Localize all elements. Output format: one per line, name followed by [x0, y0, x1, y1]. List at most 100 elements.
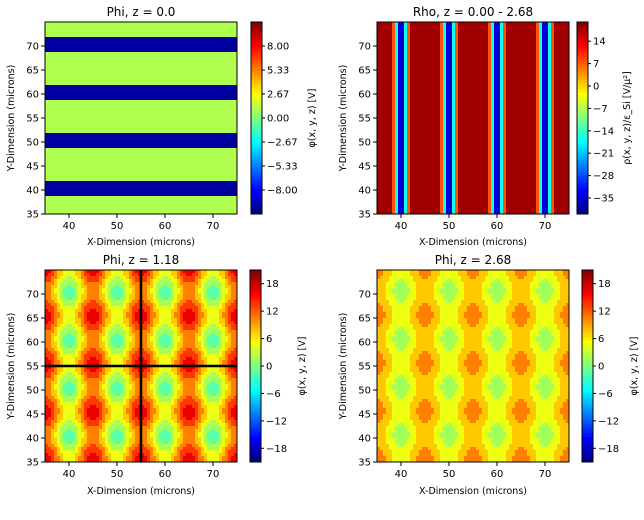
heatmap-cell: [150, 25, 154, 29]
heatmap-cell: [48, 169, 52, 173]
colorbar-segment: [251, 127, 262, 132]
heatmap-cell: [54, 34, 58, 38]
heatmap-cell: [219, 58, 223, 62]
heatmap-cell: [231, 37, 235, 41]
heatmap-cell: [410, 88, 414, 92]
heatmap-cell: [404, 133, 408, 137]
heatmap-cell: [117, 154, 121, 158]
heatmap-cell: [54, 58, 58, 62]
heatmap-cell: [377, 187, 381, 191]
heatmap-cell: [228, 115, 232, 119]
heatmap-cell: [45, 61, 49, 65]
heatmap-cell: [144, 79, 148, 83]
heatmap-cell: [54, 115, 58, 119]
heatmap-cell: [386, 64, 390, 68]
heatmap-cell: [120, 163, 124, 167]
heatmap-cell: [207, 166, 211, 170]
heatmap-cell: [129, 118, 133, 122]
heatmap-cell: [204, 88, 208, 92]
heatmap-cell: [401, 211, 405, 215]
heatmap-cell: [177, 166, 181, 170]
heatmap-cell: [141, 196, 145, 200]
heatmap-cell: [75, 94, 79, 98]
heatmap-cell: [54, 43, 58, 47]
heatmap-cell: [201, 163, 205, 167]
heatmap-cell: [75, 67, 79, 71]
heatmap-cell: [138, 115, 142, 119]
heatmap-cell: [222, 25, 226, 29]
heatmap-cell: [225, 127, 229, 131]
heatmap-cell: [60, 112, 64, 116]
heatmap-cell: [114, 154, 118, 158]
heatmap-cell: [84, 28, 88, 32]
heatmap-cell: [219, 109, 223, 113]
heatmap-cell: [114, 25, 118, 29]
heatmap-cell: [135, 181, 139, 185]
heatmap-cell: [389, 58, 393, 62]
heatmap-cell: [123, 91, 127, 95]
heatmap-cell: [392, 58, 396, 62]
heatmap-cell: [90, 34, 94, 38]
heatmap-cell: [389, 169, 393, 173]
heatmap-cell: [180, 136, 184, 140]
heatmap-cell: [90, 145, 94, 149]
heatmap-cell: [225, 154, 229, 158]
colorbar-segment: [251, 95, 262, 100]
heatmap-cell: [183, 154, 187, 158]
heatmap-cell: [129, 28, 133, 32]
heatmap-cell: [213, 196, 217, 200]
heatmap-cell: [398, 52, 402, 56]
heatmap-cell: [72, 49, 76, 53]
heatmap-cell: [162, 154, 166, 158]
heatmap-cell: [189, 58, 193, 62]
heatmap-cell: [389, 187, 393, 191]
heatmap-cell: [108, 67, 112, 71]
heatmap-cell: [87, 121, 91, 125]
heatmap-cell: [147, 145, 151, 149]
heatmap-cell: [180, 67, 184, 71]
heatmap-cell: [404, 43, 408, 47]
heatmap-cell: [174, 172, 178, 176]
heatmap-cell: [389, 82, 393, 86]
heatmap-cell: [204, 190, 208, 194]
heatmap-cell: [192, 142, 196, 146]
heatmap-cell: [108, 55, 112, 59]
heatmap-cell: [234, 193, 238, 197]
heatmap-cell: [105, 136, 109, 140]
heatmap-cell: [234, 49, 238, 53]
heatmap-cell: [66, 130, 70, 134]
heatmap-cell: [228, 181, 232, 185]
heatmap-cell: [392, 67, 396, 71]
heatmap-cell: [141, 133, 145, 137]
heatmap-cell: [114, 157, 118, 161]
heatmap-cell: [401, 169, 405, 173]
heatmap-cell: [395, 22, 399, 26]
heatmap-cell: [189, 169, 193, 173]
heatmap-cell: [195, 208, 199, 212]
heatmap-cell: [174, 109, 178, 113]
heatmap-cell: [195, 175, 199, 179]
heatmap-cell: [222, 151, 226, 155]
heatmap-cell: [228, 100, 232, 104]
heatmap-cell: [380, 85, 384, 89]
heatmap-cell: [222, 22, 226, 26]
heatmap-cell: [84, 199, 88, 203]
heatmap-cell: [207, 40, 211, 44]
heatmap-cell: [174, 142, 178, 146]
heatmap-cell: [380, 88, 384, 92]
heatmap-cell: [395, 175, 399, 179]
heatmap-cell: [63, 31, 67, 35]
heatmap-cell: [141, 31, 145, 35]
heatmap-cell: [117, 67, 121, 71]
heatmap-cell: [189, 148, 193, 152]
heatmap-cell: [231, 94, 235, 98]
heatmap-cell: [141, 118, 145, 122]
heatmap-cell: [126, 115, 130, 119]
heatmap-cell: [192, 25, 196, 29]
heatmap-cell: [222, 100, 226, 104]
heatmap-cell: [66, 88, 70, 92]
heatmap-cell: [225, 85, 229, 89]
heatmap-cell: [216, 49, 220, 53]
heatmap-cell: [144, 208, 148, 212]
heatmap-cell: [123, 85, 127, 89]
